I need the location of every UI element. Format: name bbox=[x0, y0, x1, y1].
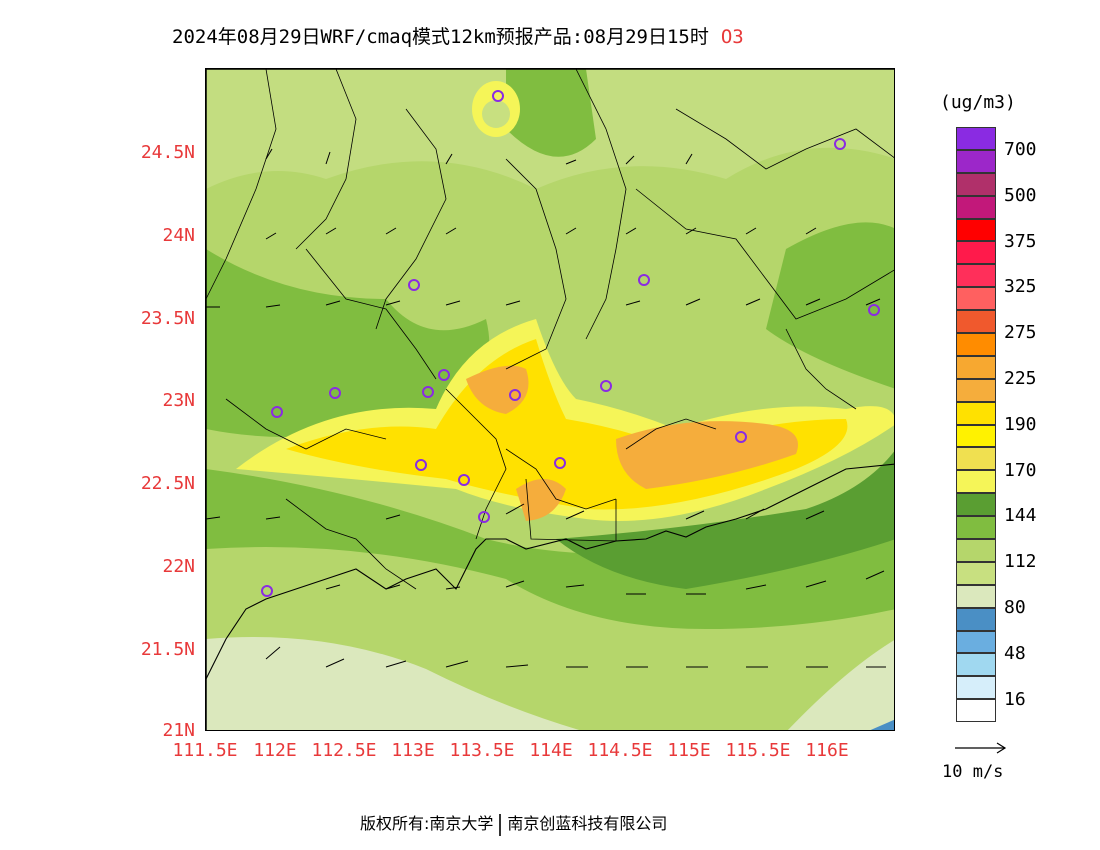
colorbar-label: 170 bbox=[1004, 459, 1037, 481]
colorbar-unit: (ug/m3) bbox=[940, 92, 1016, 113]
map-canvas bbox=[206, 69, 894, 730]
colorbar-label: 325 bbox=[1004, 276, 1037, 298]
colorbar-label: 700 bbox=[1004, 138, 1037, 160]
lat-label-23: 23N bbox=[162, 390, 195, 411]
colorbar-swatch bbox=[956, 127, 996, 150]
colorbar-label: 225 bbox=[1004, 367, 1037, 389]
colorbar-swatch bbox=[956, 287, 996, 311]
colorbar-swatch bbox=[956, 516, 996, 540]
colorbar-label: 190 bbox=[1004, 413, 1037, 435]
lon-label-116: 116E bbox=[805, 740, 849, 761]
footer-left: 版权所有:南京大学 bbox=[360, 814, 494, 833]
coastline bbox=[206, 463, 894, 680]
colorbar-label: 375 bbox=[1004, 230, 1037, 252]
colorbar bbox=[956, 127, 996, 723]
colorbar-swatch bbox=[956, 264, 996, 288]
colorbar-swatch bbox=[956, 149, 996, 173]
title-text: 2024年08月29日WRF/cmaq模式12km预报产品:08月29日15时 bbox=[172, 26, 709, 48]
lon-label-112: 112E bbox=[253, 740, 297, 761]
colorbar-swatch bbox=[956, 584, 996, 608]
lon-label-111.5: 111.5E bbox=[172, 740, 238, 761]
colorbar-swatch bbox=[956, 218, 996, 242]
lat-label-21.5: 21.5N bbox=[140, 639, 195, 660]
colorbar-swatch bbox=[956, 539, 996, 562]
colorbar-swatch bbox=[956, 424, 996, 448]
colorbar-label: 16 bbox=[1004, 688, 1026, 710]
colorbar-swatch bbox=[956, 676, 996, 700]
colorbar-label: 275 bbox=[1004, 322, 1037, 344]
lon-label-112.5: 112.5E bbox=[311, 740, 377, 761]
colorbar-swatch bbox=[956, 630, 996, 654]
colorbar-label: 112 bbox=[1004, 551, 1037, 573]
field-sea-low bbox=[206, 637, 580, 730]
copyright-footer: 版权所有:南京大学 南京创蓝科技有限公司 bbox=[360, 810, 667, 836]
colorbar-label: 500 bbox=[1004, 184, 1037, 206]
ozone-map bbox=[205, 68, 895, 731]
lon-label-115: 115E bbox=[667, 740, 711, 761]
colorbar-swatch bbox=[956, 493, 996, 517]
colorbar-swatch bbox=[956, 195, 996, 219]
colorbar-swatch bbox=[956, 470, 996, 494]
colorbar-swatch bbox=[956, 378, 996, 402]
chart-title: 2024年08月29日WRF/cmaq模式12km预报产品:08月29日15时 O… bbox=[172, 22, 744, 49]
field-mid-band bbox=[206, 469, 894, 629]
colorbar-swatch bbox=[956, 607, 996, 631]
province-boundaries bbox=[206, 69, 894, 590]
colorbar-swatch bbox=[956, 653, 996, 677]
colorbar-label: 80 bbox=[1004, 596, 1026, 618]
colorbar-swatch bbox=[956, 561, 996, 585]
colorbar-swatch bbox=[956, 310, 996, 334]
lat-label-24: 24N bbox=[162, 225, 195, 246]
colorbar-label: 144 bbox=[1004, 505, 1037, 527]
colorbar-swatch bbox=[956, 241, 996, 265]
colorbar-swatch bbox=[956, 172, 996, 196]
wind-reference-label: 10 m/s bbox=[942, 762, 1004, 782]
field-plume-225 bbox=[466, 365, 529, 414]
monitoring-stations bbox=[261, 90, 880, 597]
colorbar-swatch bbox=[956, 699, 996, 723]
lon-label-113.5: 113.5E bbox=[449, 740, 515, 761]
wind-vectors bbox=[206, 148, 886, 668]
lon-label-115.5: 115.5E bbox=[725, 740, 791, 761]
colorbar-swatch bbox=[956, 447, 996, 471]
colorbar-label: 48 bbox=[1004, 642, 1026, 664]
wind-reference-arrow bbox=[955, 742, 1007, 754]
lon-label-113: 113E bbox=[391, 740, 435, 761]
lon-label-114.5: 114.5E bbox=[587, 740, 653, 761]
lat-label-21: 21N bbox=[162, 720, 195, 741]
lon-label-114: 114E bbox=[529, 740, 573, 761]
lat-label-24.5: 24.5N bbox=[140, 142, 195, 163]
lat-label-23.5: 23.5N bbox=[140, 308, 195, 329]
lat-label-22.5: 22.5N bbox=[140, 473, 195, 494]
colorbar-swatch bbox=[956, 333, 996, 356]
footer-separator bbox=[499, 813, 502, 836]
colorbar-swatch bbox=[956, 355, 996, 379]
species-label: O3 bbox=[720, 26, 744, 48]
colorbar-swatch bbox=[956, 401, 996, 425]
field-north-green bbox=[506, 69, 596, 157]
lat-label-22: 22N bbox=[162, 556, 195, 577]
footer-right: 南京创蓝科技有限公司 bbox=[507, 814, 668, 833]
